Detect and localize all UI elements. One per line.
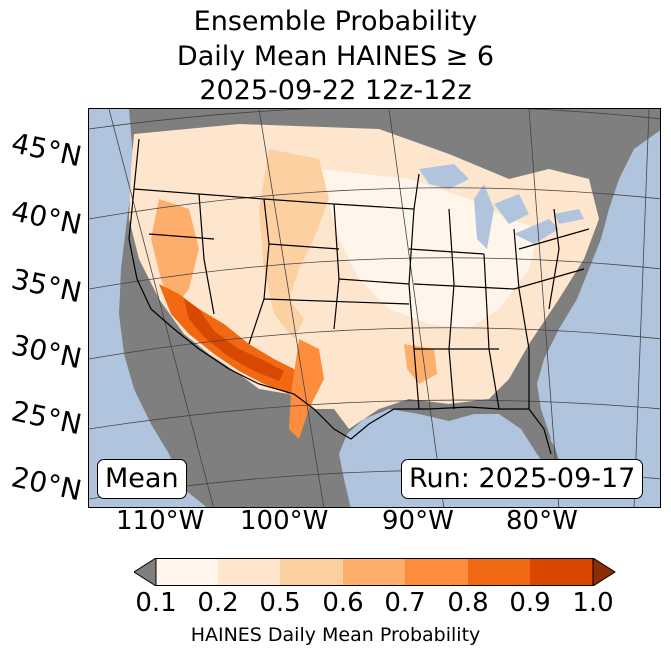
mean-label-box: Mean <box>97 459 187 499</box>
colorbar-over-extension <box>592 558 616 586</box>
probability-texas <box>289 339 324 439</box>
colorbar-tick-0.9: 0.9 <box>509 588 551 618</box>
probability-mid <box>151 199 199 309</box>
colorbar-under-extension <box>134 558 157 586</box>
florida <box>499 409 561 474</box>
colorbar-label: HAINES Daily Mean Probability <box>190 624 481 646</box>
probability-gulf <box>404 344 437 384</box>
colorbar-bin-3 <box>280 558 343 586</box>
lat-label-35: 35°N <box>8 262 85 310</box>
probability-max-sw <box>184 299 284 381</box>
great-lakes <box>419 164 584 249</box>
lon-label-110w: 110°W <box>116 506 205 536</box>
map-canvas <box>89 109 660 507</box>
run-date-box: Run: 2025-09-17 <box>401 459 644 499</box>
colorbar-tick-0.6: 0.6 <box>322 588 364 618</box>
lat-label-45: 45°N <box>8 126 85 174</box>
colorbar-bin-2 <box>218 558 280 586</box>
colorbar-bin-4 <box>343 558 405 586</box>
map-title-line1: Ensemble Probability <box>193 6 478 37</box>
colorbar-tick-0.5: 0.5 <box>259 588 301 618</box>
probability-mid-plains <box>259 149 329 339</box>
map-title-line2: Daily Mean HAINES ≥ 6 <box>176 41 495 72</box>
colorbar <box>134 558 616 586</box>
colorbar-frame <box>155 558 594 586</box>
colorbar-tick-0.8: 0.8 <box>447 588 489 618</box>
colorbar-bin-5 <box>405 558 468 586</box>
probability-map: Mean Run: 2025-09-17 <box>88 108 661 508</box>
state-boundaries <box>128 138 590 455</box>
colorbar-bin-7 <box>530 558 593 586</box>
colorbar-bin-1 <box>156 558 218 586</box>
lon-label-80w: 80°W <box>506 506 578 536</box>
lat-label-20: 20°N <box>8 460 85 508</box>
lon-label-90w: 90°W <box>382 506 454 536</box>
colorbar-tick-1.0: 1.0 <box>572 588 614 618</box>
colorbar-tick-0.1: 0.1 <box>135 588 177 618</box>
lat-label-40: 40°N <box>8 194 85 242</box>
lat-label-25: 25°N <box>8 394 85 442</box>
colorbar-tick-0.7: 0.7 <box>384 588 426 618</box>
colorbar-tick-0.2: 0.2 <box>197 588 239 618</box>
lon-label-100w: 100°W <box>240 506 329 536</box>
colorbar-bin-6 <box>468 558 530 586</box>
baja-peninsula <box>149 324 214 459</box>
map-title-line3: 2025-09-22 12z-12z <box>199 75 472 106</box>
lat-label-30: 30°N <box>8 328 85 376</box>
